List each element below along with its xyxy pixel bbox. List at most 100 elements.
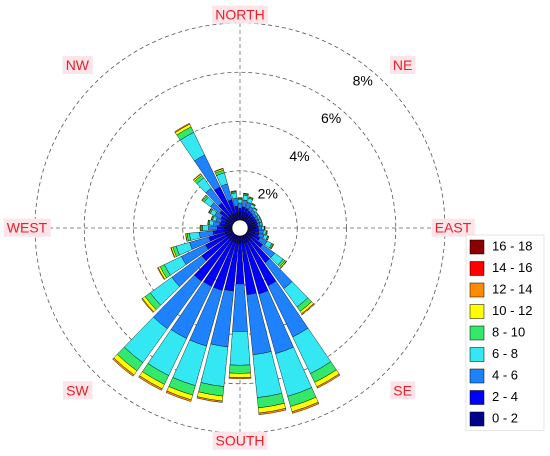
petal-segment — [243, 192, 249, 195]
petal-segment — [189, 231, 201, 241]
direction-bg — [3, 218, 51, 237]
direction-text: SE — [393, 382, 412, 398]
direction-bg — [431, 218, 475, 237]
direction-label: SE — [390, 381, 415, 400]
legend-label: 14 - 16 — [492, 260, 532, 275]
petal-segment — [237, 202, 243, 209]
direction-label: SOUTH — [212, 431, 268, 450]
direction-text: NORTH — [215, 7, 265, 23]
petal-segment — [266, 230, 268, 236]
grid-ring — [83, 71, 397, 385]
petal-segment — [192, 173, 202, 181]
petal-segment — [258, 229, 264, 235]
petal-segment — [229, 331, 251, 366]
legend-swatch — [469, 282, 485, 298]
petal-segment — [141, 298, 155, 313]
direction-text: NE — [393, 57, 412, 73]
legend-swatch — [469, 325, 485, 341]
direction-label: NORTH — [212, 5, 268, 24]
direction-bg — [212, 5, 268, 24]
petal-segment — [261, 226, 265, 230]
petal-segment — [258, 408, 287, 416]
petal-segment — [210, 215, 214, 221]
petal-segment — [214, 167, 224, 173]
direction-label: NE — [389, 56, 416, 75]
petal-segment — [228, 376, 252, 380]
petal-segment — [228, 372, 252, 378]
petal-segment — [231, 192, 238, 200]
grid-ring — [133, 121, 347, 335]
petal-segment — [185, 233, 188, 242]
direction-bg — [212, 431, 268, 450]
petal-segment — [264, 225, 266, 231]
petal-segment — [266, 235, 270, 241]
legend-label: 12 - 14 — [492, 281, 532, 296]
ring-label: 6% — [321, 110, 341, 126]
direction-label: NW — [62, 56, 93, 75]
ring-label: 8% — [353, 72, 373, 88]
petal-segment — [165, 390, 192, 402]
direction-text: NW — [66, 57, 90, 73]
petal-segment — [316, 373, 341, 389]
petal-segment — [112, 357, 135, 377]
ring-label: 2% — [258, 186, 278, 202]
legend-swatch — [469, 304, 485, 319]
petal-segment — [196, 396, 223, 403]
petal-segment — [208, 208, 212, 214]
petal-segment — [170, 247, 176, 258]
legend-label: 2 - 4 — [492, 389, 518, 404]
petal-segment — [157, 267, 166, 280]
petal-segment — [201, 194, 207, 201]
petal-segment — [237, 199, 243, 204]
petal-segment — [254, 207, 258, 211]
direction-bg — [62, 56, 93, 75]
direction-text: EAST — [435, 220, 472, 236]
petal-segment — [261, 222, 263, 226]
legend-swatch — [469, 239, 485, 255]
legend-label: 16 - 18 — [492, 238, 532, 253]
petal-segment — [301, 303, 315, 315]
legend-swatch — [469, 261, 485, 276]
petal-segment — [238, 207, 242, 213]
legend-label: 4 - 6 — [492, 367, 518, 382]
petal-segment — [217, 226, 225, 230]
petal-segment — [255, 211, 259, 216]
petal-segment — [207, 219, 210, 225]
petal-segment — [229, 364, 251, 374]
petal-segment — [138, 375, 163, 391]
petal-segment — [202, 225, 209, 231]
direction-text: WEST — [7, 220, 48, 236]
direction-bg — [389, 56, 416, 75]
direction-text: SOUTH — [216, 433, 265, 449]
legend-swatch — [469, 347, 485, 362]
petal-segment — [248, 196, 254, 199]
legend-swatch — [469, 390, 485, 405]
legend-swatch — [469, 411, 485, 427]
petal-segment — [258, 214, 261, 219]
legend-swatch — [469, 368, 485, 384]
direction-label: SW — [63, 381, 93, 400]
direction-bg — [390, 381, 415, 400]
petal-segment — [232, 283, 248, 332]
petal-segment — [230, 190, 237, 193]
legend-label: 8 - 10 — [492, 324, 525, 339]
petal-segment — [291, 401, 320, 414]
direction-label: WEST — [3, 218, 51, 237]
legend-label: 10 - 12 — [492, 303, 532, 318]
grid-ring — [182, 170, 298, 286]
legend-label: 6 - 8 — [492, 346, 518, 361]
petal-segment — [208, 225, 218, 231]
petal-segment — [270, 243, 275, 250]
petal-segment — [174, 122, 191, 133]
legend-label: 0 - 2 — [492, 410, 518, 425]
petal-segment — [258, 226, 262, 230]
petal-segment — [255, 226, 259, 230]
petal-segment — [260, 218, 263, 223]
ring-label: 4% — [289, 148, 309, 164]
direction-label: EAST — [431, 218, 475, 237]
direction-bg — [63, 381, 93, 400]
direction-text: SW — [66, 382, 89, 398]
center-hole — [231, 219, 249, 237]
petal-segment — [280, 260, 287, 269]
